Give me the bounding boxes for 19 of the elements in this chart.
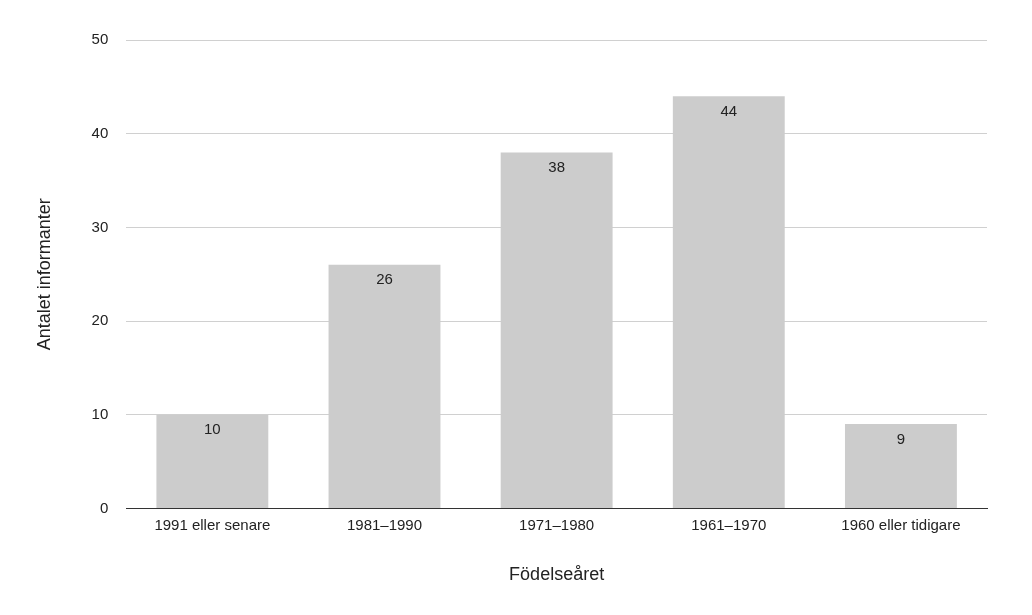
y-tick-label: 20 xyxy=(91,311,109,329)
y-axis-title: Antalet informanter xyxy=(33,198,54,351)
x-tick-label: 1981–1990 xyxy=(346,515,423,533)
x-tick-label: 1991 eller senare xyxy=(154,515,271,533)
x-axis-title: Födelseåret xyxy=(509,564,605,585)
x-tick-label: 1971–1980 xyxy=(519,515,595,533)
y-tick-label: 50 xyxy=(91,30,109,48)
y-tick-label: 0 xyxy=(99,498,109,516)
bar xyxy=(844,424,957,508)
x-tick-label: 1960 eller tidigare xyxy=(841,515,961,533)
data-label: 10 xyxy=(204,420,221,438)
data-label: 44 xyxy=(720,101,738,119)
y-tick-label: 10 xyxy=(91,404,109,422)
x-tick-label: 1961–1970 xyxy=(691,515,767,533)
y-tick-label: 30 xyxy=(91,217,109,235)
y-tick-label: 40 xyxy=(91,123,109,141)
data-label: 26 xyxy=(376,270,393,288)
data-label: 38 xyxy=(548,158,565,176)
data-label: 9 xyxy=(896,429,906,447)
